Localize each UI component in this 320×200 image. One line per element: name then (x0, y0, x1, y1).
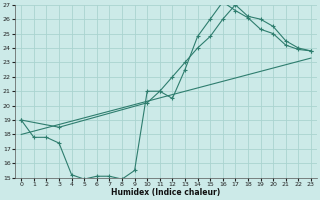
X-axis label: Humidex (Indice chaleur): Humidex (Indice chaleur) (111, 188, 221, 197)
